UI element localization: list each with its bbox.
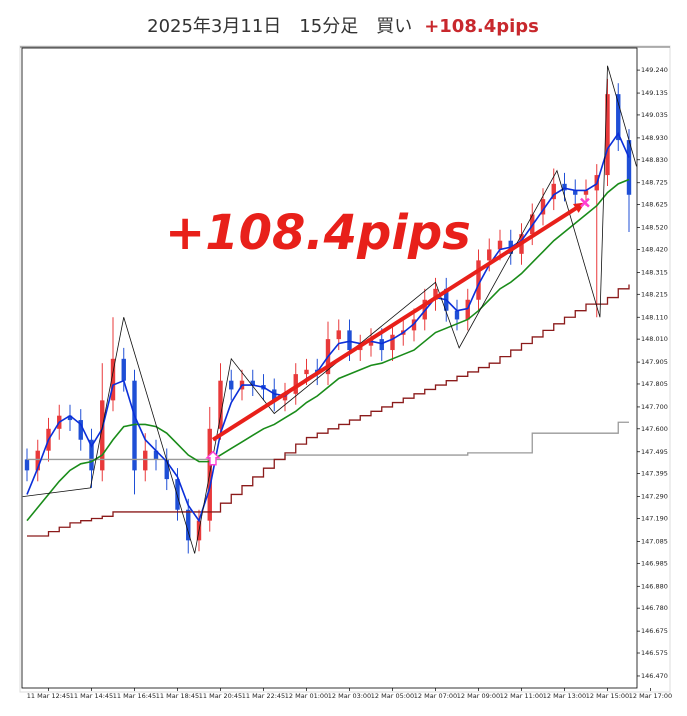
candle-body	[433, 288, 438, 300]
x-tick-label: 11 Mar 22:45	[242, 692, 285, 700]
candle-body	[347, 330, 352, 351]
x-tick-label: 12 Mar 05:00	[371, 692, 414, 700]
y-tick-label: 146.780	[641, 604, 668, 612]
title-text: 2025年3月11日 15分足 買い	[147, 16, 412, 37]
x-tick-label: 12 Mar 15:00	[586, 692, 629, 700]
y-tick-label: 147.190	[641, 514, 668, 522]
y-tick-label: 147.395	[641, 470, 668, 478]
candle-body	[100, 400, 105, 471]
candle-body	[132, 380, 137, 471]
x-tick-label: 11 Mar 18:45	[156, 692, 199, 700]
candle-body	[304, 369, 309, 375]
candle-body	[605, 94, 610, 176]
y-tick-label: 146.675	[641, 627, 668, 635]
candle-body	[282, 393, 288, 401]
y-tick-label: 147.905	[641, 358, 668, 366]
y-tick-label: 149.135	[641, 89, 668, 97]
candle-body	[583, 190, 589, 195]
candle-body	[336, 330, 341, 340]
plot	[22, 65, 637, 554]
x-tick-label: 12 Mar 17:00	[629, 692, 672, 700]
candle-body	[487, 249, 492, 261]
annotation: +108.4pips	[165, 205, 471, 261]
candle-body	[164, 459, 169, 480]
y-tick-label: 147.805	[641, 380, 668, 388]
candle-body	[272, 389, 277, 401]
candle-body	[143, 450, 148, 471]
y-tick-label: 146.470	[641, 672, 668, 680]
y-tick-label: 147.495	[641, 448, 668, 456]
step-line	[27, 284, 630, 537]
candle-body	[186, 509, 191, 541]
candle-body	[67, 415, 73, 421]
moving-average	[26, 131, 630, 523]
candle-body	[454, 310, 460, 320]
y-tick-label: 148.420	[641, 245, 668, 253]
exit-marker	[580, 197, 590, 208]
candle-body	[562, 183, 567, 191]
candle-body	[390, 334, 395, 351]
x-tick-label: 12 Mar 13:00	[543, 692, 586, 700]
step-line	[27, 421, 629, 461]
candle-body	[368, 339, 374, 346]
y-tick-label: 148.110	[641, 313, 668, 321]
candle-body	[411, 319, 417, 331]
y-tick-label: 149.240	[641, 66, 668, 74]
y-tick-label: 148.625	[641, 201, 668, 209]
candle-body	[110, 358, 116, 401]
moving-average	[26, 178, 630, 522]
y-tick-label: 148.830	[641, 156, 668, 164]
y-tick-label: 147.600	[641, 425, 668, 433]
x-tick-label: 11 Mar 14:45	[70, 692, 113, 700]
candle-body	[497, 240, 503, 250]
candle-body	[153, 450, 159, 460]
y-tick-label: 148.215	[641, 290, 668, 298]
candle-body	[229, 380, 234, 390]
candle-body	[89, 439, 94, 471]
candle-body	[551, 183, 556, 200]
y-tick-label: 147.290	[641, 493, 668, 501]
x-tick-label: 12 Mar 07:00	[414, 692, 457, 700]
candle-body	[175, 479, 180, 510]
candle-body	[476, 260, 481, 300]
trade-arrow	[211, 204, 581, 442]
y-tick-label: 146.575	[641, 649, 668, 657]
x-tick-label: 12 Mar 09:00	[457, 692, 500, 700]
y-tick-label: 148.725	[641, 179, 668, 187]
x-tick-label: 12 Mar 01:00	[285, 692, 328, 700]
candle-body	[121, 358, 126, 381]
x-tick-label: 12 Mar 03:00	[328, 692, 371, 700]
y-tick-label: 148.315	[641, 268, 668, 276]
candle-body	[379, 339, 384, 351]
x-tick-label: 12 Mar 11:00	[500, 692, 543, 700]
x-tick-label: 11 Mar 12:45	[27, 692, 70, 700]
y-tick-label: 148.520	[641, 224, 668, 232]
candle-body	[218, 380, 223, 429]
chart-title: 2025年3月11日 15分足 買い +108.4pips	[147, 16, 539, 37]
candle-body	[540, 199, 546, 215]
x-tick-label: 11 Mar 16:45	[113, 692, 156, 700]
entry-marker	[205, 450, 221, 466]
candle-body	[616, 94, 621, 141]
y-tick-label: 147.700	[641, 403, 668, 411]
x-tick-label: 11 Mar 20:45	[199, 692, 242, 700]
y-tick-label: 146.880	[641, 582, 668, 590]
candle-body	[573, 190, 578, 195]
candle-body	[250, 380, 255, 386]
title-result: +108.4pips	[424, 16, 539, 37]
y-tick-label: 149.035	[641, 111, 668, 119]
candle-body	[78, 420, 83, 440]
candle-body	[465, 299, 470, 320]
candle-body	[293, 374, 298, 394]
candle-body	[24, 459, 30, 471]
candle-body	[626, 140, 632, 195]
y-tick-label: 146.985	[641, 559, 668, 567]
y-tick-label: 148.930	[641, 134, 668, 142]
candle-body	[35, 450, 40, 471]
y-tick-label: 148.010	[641, 335, 668, 343]
y-tick-label: 147.085	[641, 537, 668, 545]
